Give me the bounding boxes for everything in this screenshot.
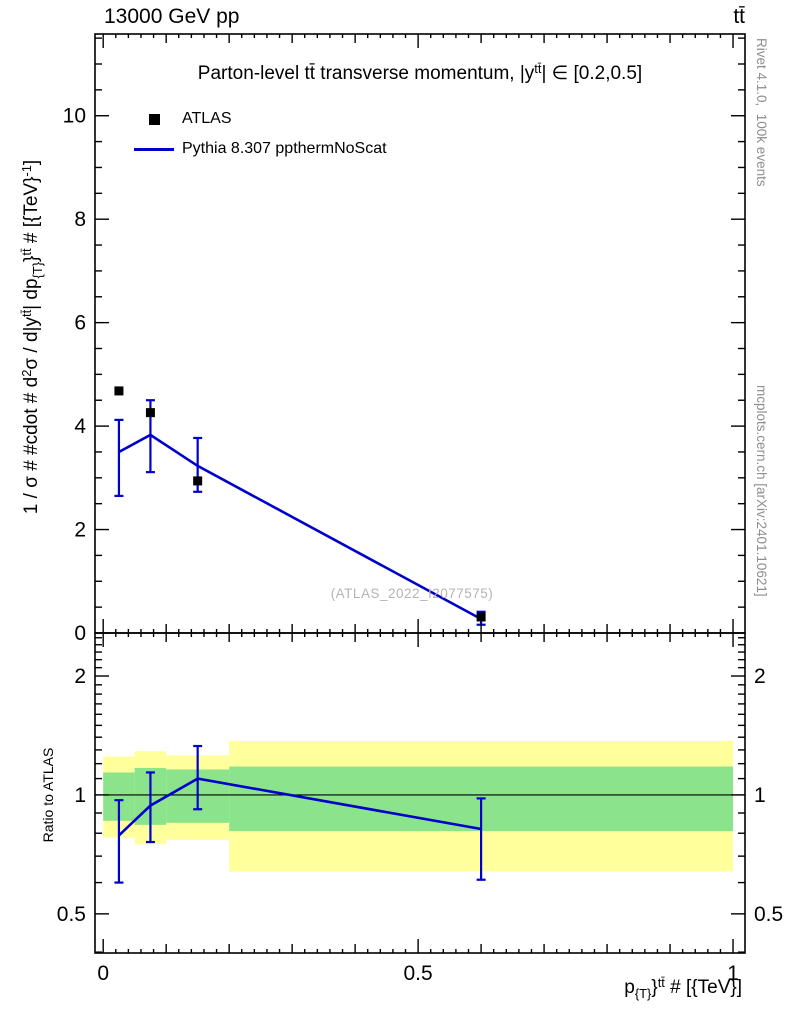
atlas-data-point (476, 612, 486, 622)
tick-label: 2 (754, 665, 766, 688)
tick-label: 10 (63, 105, 86, 128)
title-text-1: Parton-level tt̄ transverse momentum, |y (197, 63, 535, 84)
xlabel-part: p (624, 977, 635, 998)
tick-label: 0.5 (404, 962, 433, 985)
rivet-version-note: Rivet 4.1.0, 100k events (754, 38, 769, 187)
atlas-data-point (114, 386, 124, 396)
ylabel-part-sup: tt̄ (18, 309, 34, 317)
legend-marker-cell (132, 113, 176, 125)
mcplots-arxiv-note: mcplots.cern.ch [arXiv:2401.10621] (754, 385, 769, 597)
main-mc-series (114, 399, 486, 626)
panel-frames (94, 33, 746, 954)
ratio-panel-frame (94, 632, 746, 954)
tick-label: 2 (74, 665, 86, 688)
tick-label: 1 (727, 962, 739, 985)
ylabel-part-sup: tt̄ (18, 248, 34, 256)
tick-label: 0.5 (754, 903, 783, 926)
main-y-axis-label: 1 / σ # #cdot # d2σ / d|ytt̄| dp{T}}tt̄ … (18, 57, 45, 617)
tick-label: 1 (754, 784, 766, 807)
ylabel-part: | dp (21, 278, 42, 310)
atlas-data-point (193, 476, 203, 486)
tick-label: 0.5 (57, 903, 86, 926)
x-axis-label: p{T}}tt̄ # [{TeV}] (624, 974, 742, 1001)
analysis-id-watermark: (ATLAS_2022_I2077575) (330, 586, 494, 601)
legend-label-atlas: ATLAS (182, 110, 232, 127)
atlas-square-marker-icon (148, 113, 160, 125)
beam-energy-label: 13000 GeV pp (104, 5, 240, 28)
legend: ATLAS Pythia 8.307 ppthermNoScat (132, 104, 387, 164)
ylabel-part: } (21, 255, 42, 262)
tick-label: 4 (74, 415, 86, 438)
xlabel-part: } (651, 977, 658, 998)
ylabel-part-sup: 2 (18, 369, 34, 377)
tick-label: 8 (74, 208, 86, 231)
xlabel-part: # [{TeV}] (664, 977, 742, 998)
legend-label-pythia: Pythia 8.307 ppthermNoScat (182, 140, 387, 157)
tick-label: 2 (74, 519, 86, 542)
xlabel-part-sup: tt̄ (657, 974, 665, 990)
xlabel-part-sub: {T} (634, 985, 652, 1001)
axis-ticks (95, 34, 745, 953)
ylabel-part-sub: {T} (29, 261, 45, 279)
ylabel-part-sup: -1 (18, 165, 34, 177)
legend-item-pythia: Pythia 8.307 ppthermNoScat (132, 134, 387, 164)
ratio-mc-series (114, 744, 486, 884)
pythia-line-marker-icon (134, 147, 174, 151)
atlas-data-point (145, 408, 155, 418)
tick-label: 0 (97, 962, 109, 985)
ratio-y-axis-label: Ratio to ATLAS (40, 747, 56, 843)
atlas-data-points (114, 386, 486, 622)
title-superscript: tt̄ (534, 60, 542, 76)
tick-label: 6 (74, 312, 86, 335)
plot-title: Parton-level tt̄ transverse momentum, |y… (110, 60, 730, 85)
tick-label: 1 (74, 784, 86, 807)
tick-label: 0 (74, 622, 86, 645)
ylabel-part: σ / d|y (21, 317, 42, 370)
ylabel-part: # [{TeV} (21, 176, 42, 249)
ylabel-part: 1 / σ # #cdot # d (21, 376, 42, 515)
legend-item-atlas: ATLAS (132, 104, 387, 134)
legend-marker-cell (132, 147, 176, 151)
title-text-2: | ∈ [0.2,0.5] (541, 63, 643, 84)
process-label: tt̄ (733, 5, 745, 28)
